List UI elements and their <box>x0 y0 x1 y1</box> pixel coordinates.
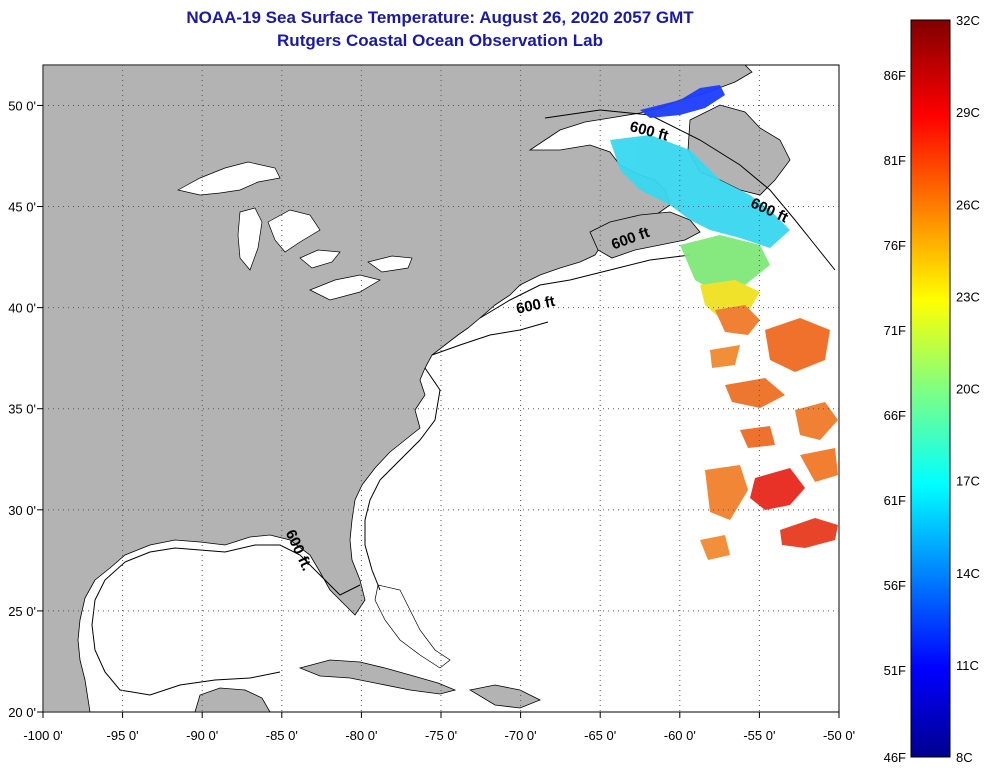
lon-tick-label: -70 0' <box>505 728 537 743</box>
colorbar-fahrenheit-label: 86F <box>884 68 906 83</box>
colorbar-celsius-label: 29C <box>956 105 980 120</box>
colorbar-fahrenheit-label: 66F <box>884 408 906 423</box>
great-lakes <box>177 161 413 301</box>
colorbar-celsius-label: 23C <box>956 289 980 304</box>
sst-blob-orange-4 <box>725 378 785 408</box>
colorbar-celsius-label: 26C <box>956 197 980 212</box>
lat-tick-label: 30 0' <box>8 503 36 518</box>
colorbar-celsius-label: 32C <box>956 13 980 28</box>
lat-tick-label: 35 0' <box>8 402 36 417</box>
lat-tick-label: 45 0' <box>8 200 36 215</box>
lon-tick-label: -75 0' <box>425 728 457 743</box>
land-nova-scotia <box>589 211 701 259</box>
sst-blob-cyan <box>610 135 790 248</box>
colorbar-celsius-label: 17C <box>956 474 980 489</box>
isobath-600ft <box>91 109 836 696</box>
lat-tick-label: 50 0' <box>8 98 36 113</box>
lon-tick-label: -100 0' <box>23 728 62 743</box>
land-hispaniola <box>468 684 541 709</box>
land-yucatan <box>194 687 271 712</box>
map-subtitle: Rutgers Coastal Ocean Observation Lab <box>277 31 603 50</box>
colorbar-fahrenheit-label: 71F <box>884 323 906 338</box>
lon-tick-label: -65 0' <box>584 728 616 743</box>
sst-blob-red-2 <box>780 518 838 548</box>
lon-tick-label: -60 0' <box>664 728 696 743</box>
colorbar-fahrenheit-label: 46F <box>884 750 906 765</box>
sst-data <box>610 85 838 560</box>
sst-blob-red <box>750 468 805 510</box>
colorbar <box>910 19 951 758</box>
sst-blob-orange-9 <box>700 535 730 560</box>
colorbar-fahrenheit-label: 81F <box>884 153 906 168</box>
sst-blob-orange-2 <box>765 318 830 372</box>
colorbar-fahrenheit-label: 56F <box>884 578 906 593</box>
sst-blob-orange-6 <box>740 426 775 448</box>
lat-tick-label: 40 0' <box>8 301 36 316</box>
bahamas-bank <box>374 584 451 669</box>
sst-blob-orange-1 <box>715 305 760 335</box>
sst-blob-green <box>680 235 770 292</box>
colorbar-celsius-label: 8C <box>956 750 973 765</box>
lat-tick-label: 25 0' <box>8 604 36 619</box>
lon-tick-label: -95 0' <box>107 728 139 743</box>
colorbar-fahrenheit-label: 51F <box>884 663 906 678</box>
sst-blob-orange-5 <box>795 402 838 440</box>
colorbar-celsius-labels: 32C 29C 26C 23C 20C 17C 14C 11C 8C <box>956 13 980 765</box>
colorbar-fahrenheit-label: 76F <box>884 238 906 253</box>
sst-blob-orange-3 <box>710 345 740 368</box>
latitude-labels: 50 0' 45 0' 40 0' 35 0' 30 0' 25 0' 20 0' <box>8 98 36 720</box>
lon-tick-label: -90 0' <box>186 728 218 743</box>
sst-blob-cold-north <box>640 85 725 118</box>
colorbar-fahrenheit-label: 61F <box>884 493 906 508</box>
colorbar-celsius-label: 14C <box>956 566 980 581</box>
sst-blob-orange-8 <box>705 465 748 520</box>
lon-tick-label: -50 0' <box>823 728 855 743</box>
sst-blob-orange-7 <box>800 448 838 482</box>
map-title: NOAA-19 Sea Surface Temperature: August … <box>186 8 694 27</box>
land-cuba <box>298 659 457 695</box>
colorbar-celsius-label: 20C <box>956 382 980 397</box>
lon-tick-label: -55 0' <box>743 728 775 743</box>
graticule <box>37 65 840 718</box>
lon-tick-label: -85 0' <box>266 728 298 743</box>
lon-tick-label: -80 0' <box>345 728 377 743</box>
lat-tick-label: 20 0' <box>8 705 36 720</box>
colorbar-fahrenheit-labels: 86F 81F 76F 71F 66F 61F 56F 51F 46F <box>884 68 906 765</box>
longitude-labels: -100 0' -95 0' -90 0' -85 0' -80 0' -75 0' -70… <box>23 728 855 743</box>
colorbar-celsius-label: 11C <box>956 658 979 673</box>
